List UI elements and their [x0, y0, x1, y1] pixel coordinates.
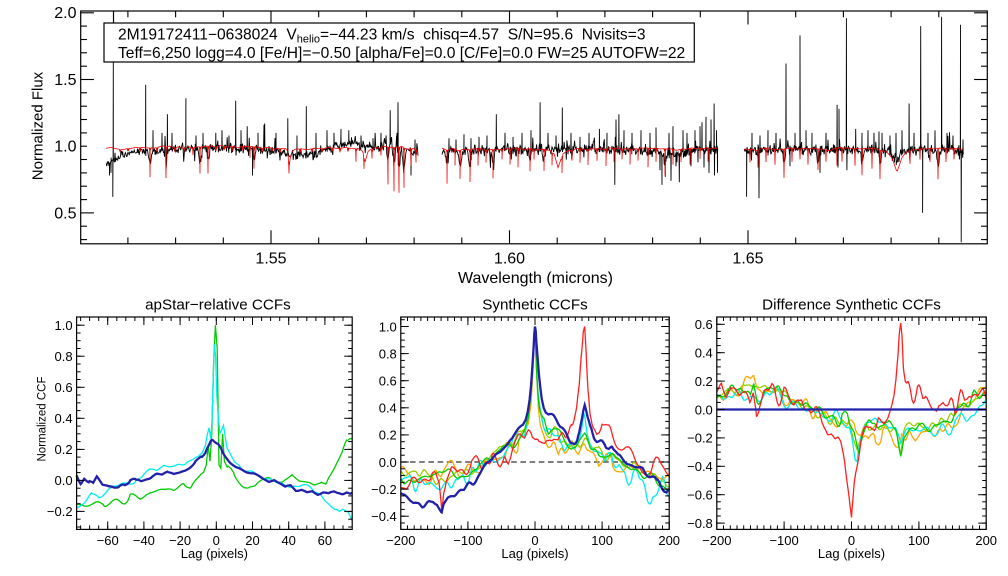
svg-text:1.60: 1.60: [494, 251, 525, 268]
svg-text:1.0: 1.0: [55, 318, 73, 333]
svg-text:−20: −20: [169, 533, 191, 548]
svg-text:40: 40: [281, 533, 295, 548]
svg-text:1.0: 1.0: [379, 319, 397, 334]
svg-text:Normalized CCF: Normalized CCF: [37, 377, 49, 462]
svg-text:0.4: 0.4: [379, 401, 397, 416]
svg-text:0: 0: [531, 533, 538, 548]
svg-text:0.4: 0.4: [695, 346, 713, 361]
svg-text:−100: −100: [453, 533, 482, 548]
svg-text:0.2: 0.2: [379, 428, 397, 443]
svg-text:−0.4: −0.4: [371, 509, 397, 524]
svg-text:2M19172411−0638024 Vhelio=−44: 2M19172411−0638024 Vhelio=−44.23 km/s ch…: [118, 27, 646, 46]
svg-text:−0.8: −0.8: [687, 516, 713, 531]
svg-text:−200: −200: [386, 533, 415, 548]
svg-text:20: 20: [245, 533, 259, 548]
svg-text:Lag (pixels): Lag (pixels): [818, 546, 885, 561]
svg-text:−0.4: −0.4: [687, 459, 713, 474]
svg-text:1.5: 1.5: [54, 72, 76, 89]
svg-text:1.0: 1.0: [54, 139, 76, 156]
svg-text:Lag (pixels): Lag (pixels): [181, 546, 248, 561]
svg-text:−60: −60: [97, 533, 119, 548]
svg-text:100: 100: [591, 533, 613, 548]
svg-text:100: 100: [908, 533, 930, 548]
svg-text:0.5: 0.5: [54, 205, 76, 222]
svg-text:Difference Synthetic CCFs: Difference Synthetic CCFs: [762, 296, 941, 313]
svg-text:0.8: 0.8: [55, 349, 73, 364]
svg-text:0.4: 0.4: [55, 411, 73, 426]
svg-text:Synthetic CCFs: Synthetic CCFs: [482, 296, 588, 313]
svg-text:200: 200: [658, 533, 680, 548]
svg-text:0.2: 0.2: [695, 374, 713, 389]
svg-text:0.6: 0.6: [55, 380, 73, 395]
svg-text:apStar−relative CCFs: apStar−relative CCFs: [145, 296, 291, 313]
svg-text:0.0: 0.0: [695, 402, 713, 417]
svg-text:0: 0: [848, 533, 855, 548]
svg-text:0.6: 0.6: [379, 374, 397, 389]
svg-text:−0.2: −0.2: [687, 431, 713, 446]
svg-text:−0.2: −0.2: [371, 482, 397, 497]
svg-text:0.6: 0.6: [695, 317, 713, 332]
svg-text:0.0: 0.0: [55, 473, 73, 488]
svg-text:Wavelength (microns): Wavelength (microns): [458, 270, 613, 287]
svg-text:0.0: 0.0: [379, 455, 397, 470]
svg-text:1.55: 1.55: [255, 251, 286, 268]
svg-text:2.0: 2.0: [54, 5, 76, 22]
svg-text:Normalized Flux: Normalized Flux: [30, 71, 47, 180]
svg-text:−100: −100: [769, 533, 798, 548]
svg-text:0.2: 0.2: [55, 442, 73, 457]
svg-text:0: 0: [213, 533, 220, 548]
svg-text:0.8: 0.8: [379, 346, 397, 361]
svg-text:Teff=6,250 logg=4.0 [Fe/H]=−0.: Teff=6,250 logg=4.0 [Fe/H]=−0.50 [alpha/…: [118, 45, 685, 62]
svg-text:−200: −200: [702, 533, 731, 548]
svg-text:1.65: 1.65: [732, 251, 763, 268]
svg-text:200: 200: [975, 533, 997, 548]
svg-text:60: 60: [318, 533, 332, 548]
svg-text:−40: −40: [133, 533, 155, 548]
svg-text:Lag (pixels): Lag (pixels): [501, 546, 568, 561]
svg-text:−0.6: −0.6: [687, 488, 713, 503]
svg-text:−0.2: −0.2: [47, 504, 73, 519]
